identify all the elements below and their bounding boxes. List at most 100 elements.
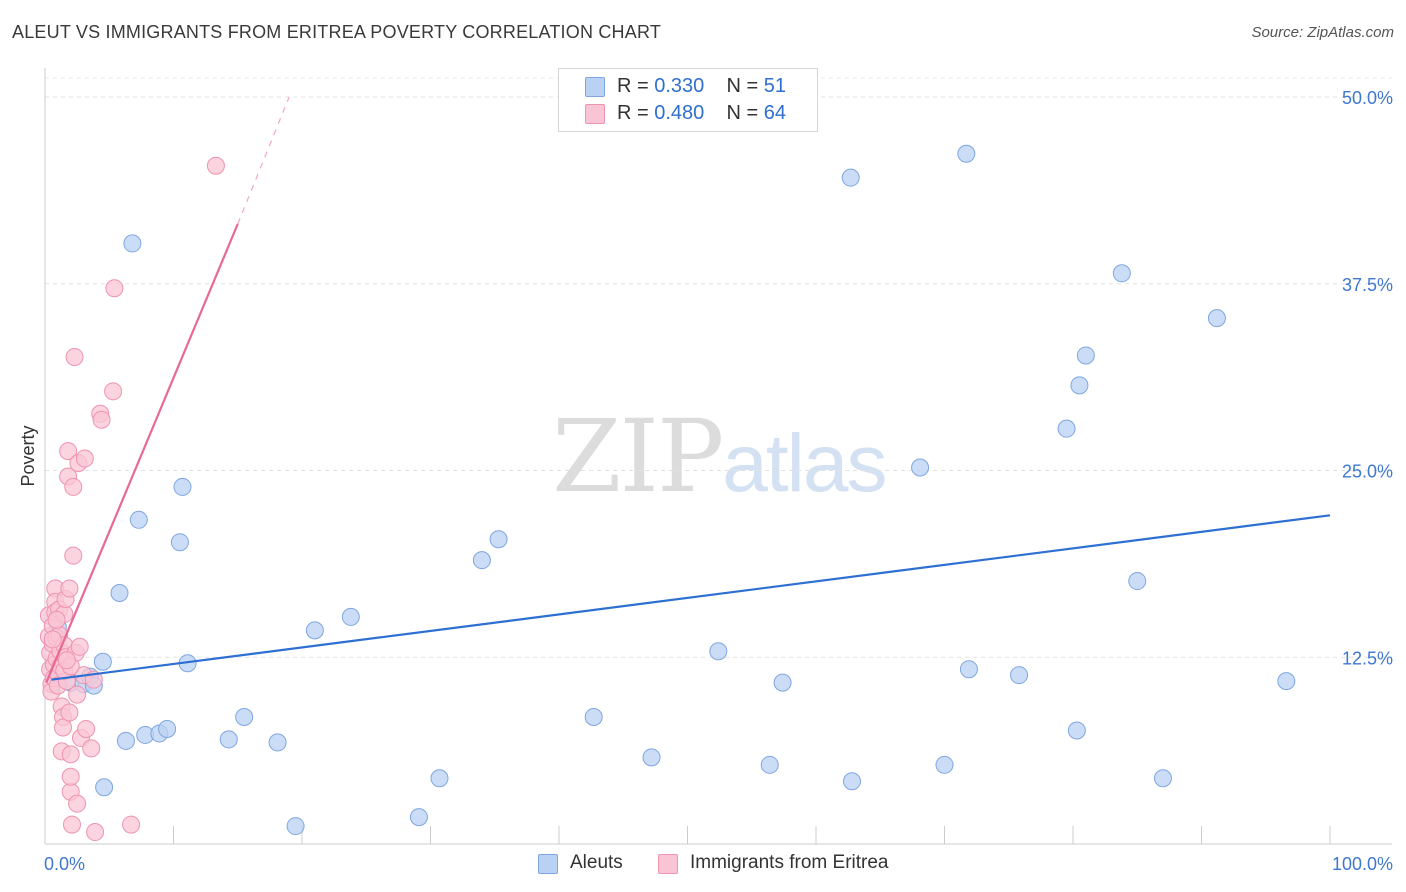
aleut-point xyxy=(409,808,428,827)
eritrea-point xyxy=(75,449,94,468)
axes xyxy=(44,68,1392,845)
aleut-point xyxy=(123,234,142,253)
y-tick-label: 25.0% xyxy=(1342,462,1393,482)
eritrea-point xyxy=(57,651,76,670)
aleut-point xyxy=(584,708,603,727)
eritrea-point xyxy=(59,442,78,461)
eritrea-point xyxy=(64,546,83,565)
eritrea-point xyxy=(62,815,81,834)
aleut-point xyxy=(489,530,508,549)
data-points xyxy=(39,144,1296,842)
trend-lines xyxy=(45,96,1331,684)
aleut-point xyxy=(430,769,449,788)
aleut-point xyxy=(110,584,129,603)
aleut-point xyxy=(341,607,360,626)
aleut-point xyxy=(1207,309,1226,328)
eritrea-point xyxy=(86,823,105,842)
aleut-point xyxy=(235,708,254,727)
watermark: ZIPatlas xyxy=(552,398,888,515)
aleut-point xyxy=(305,621,324,640)
eritrea-point xyxy=(47,610,66,629)
aleut-point xyxy=(1153,769,1172,788)
watermark-zip: ZIP xyxy=(552,398,724,515)
grid-lines xyxy=(45,77,1392,658)
aleut-point xyxy=(170,533,189,552)
aleut-point xyxy=(1067,721,1086,740)
eritrea-point xyxy=(68,794,87,813)
aleut-point xyxy=(773,673,792,692)
aleut-point xyxy=(268,733,287,752)
eritrea-point xyxy=(82,739,101,758)
legend-n-value: 51 xyxy=(763,75,787,97)
bottom-legend-label-eritrea: Immigrants from Eritrea xyxy=(690,852,889,873)
eritrea-point xyxy=(64,477,83,496)
x-tick-label-min: 0.0% xyxy=(44,854,85,874)
eritrea-point xyxy=(65,347,84,366)
bottom-legend-swatch-eritrea xyxy=(658,854,678,874)
aleut-point xyxy=(1076,346,1095,365)
legend-n-label: N = xyxy=(726,102,759,124)
eritrea-point xyxy=(61,745,80,764)
aleut-point xyxy=(959,660,978,679)
aleut-point xyxy=(1070,376,1089,395)
eritrea-point xyxy=(60,579,79,598)
aleut-point xyxy=(95,778,114,797)
eritrea-point xyxy=(104,382,123,401)
aleut-point xyxy=(286,817,305,836)
aleut-point xyxy=(1128,572,1147,591)
aleut-point xyxy=(1277,672,1296,691)
y-tick-label: 37.5% xyxy=(1342,275,1393,295)
eritrea-point xyxy=(206,156,225,175)
aleut-point xyxy=(173,477,192,496)
legend-swatch-aleuts xyxy=(585,77,605,97)
eritrea-point xyxy=(70,637,89,656)
aleut-point xyxy=(472,551,491,570)
bottom-legend-label-aleuts: Aleuts xyxy=(570,852,623,873)
legend-r-label: R = xyxy=(617,75,649,97)
aleut-point xyxy=(709,642,728,661)
aleut-point xyxy=(911,458,930,477)
aleut-trend-line xyxy=(51,514,1331,681)
aleut-point xyxy=(841,168,860,187)
eritrea-point xyxy=(122,815,141,834)
legend-swatch-eritrea xyxy=(585,104,605,124)
eritrea-point xyxy=(53,718,72,737)
eritrea-trend-line xyxy=(45,223,239,684)
y-tick-label: 12.5% xyxy=(1342,648,1393,668)
aleut-point xyxy=(842,772,861,791)
aleut-point xyxy=(957,144,976,163)
legend-n-label: N = xyxy=(726,75,759,97)
aleut-point xyxy=(935,755,954,774)
eritrea-point xyxy=(61,767,80,786)
bottom-legend-swatch-aleuts xyxy=(538,854,558,874)
eritrea-point xyxy=(68,685,87,704)
aleut-point xyxy=(1112,264,1131,283)
legend-n-value: 64 xyxy=(763,102,787,124)
y-axis-label: Poverty xyxy=(18,425,38,486)
aleut-point xyxy=(760,755,779,774)
x-tick-label-max: 100.0% xyxy=(1332,854,1393,874)
legend-r-value: 0.330 xyxy=(654,75,705,97)
aleut-point xyxy=(158,719,177,738)
eritrea-point xyxy=(43,630,62,649)
legend-r-value: 0.480 xyxy=(654,102,705,124)
aleut-point xyxy=(642,748,661,767)
eritrea-trend-extension xyxy=(237,96,290,225)
correlation-legend: R = 0.330 N = 51 R = 0.480 N = 64 xyxy=(558,68,818,132)
eritrea-point xyxy=(60,703,79,722)
tick-labels: 12.5% 25.0% 37.5% 50.0% 0.0% 100.0% Poverty xyxy=(18,88,1393,874)
aleut-point xyxy=(93,652,112,671)
eritrea-point xyxy=(105,279,124,298)
legend-r-label: R = xyxy=(617,102,649,124)
aleut-point xyxy=(129,510,148,529)
watermark-atlas: atlas xyxy=(722,418,887,509)
eritrea-point xyxy=(77,719,96,738)
aleut-point xyxy=(219,730,238,749)
eritrea-point xyxy=(92,410,111,429)
chart-title: ALEUT VS IMMIGRANTS FROM ERITREA POVERTY… xyxy=(12,22,662,42)
aleut-point xyxy=(1010,666,1029,685)
aleut-point xyxy=(116,731,135,750)
y-tick-label: 50.0% xyxy=(1342,88,1393,108)
aleut-point xyxy=(1057,419,1076,438)
